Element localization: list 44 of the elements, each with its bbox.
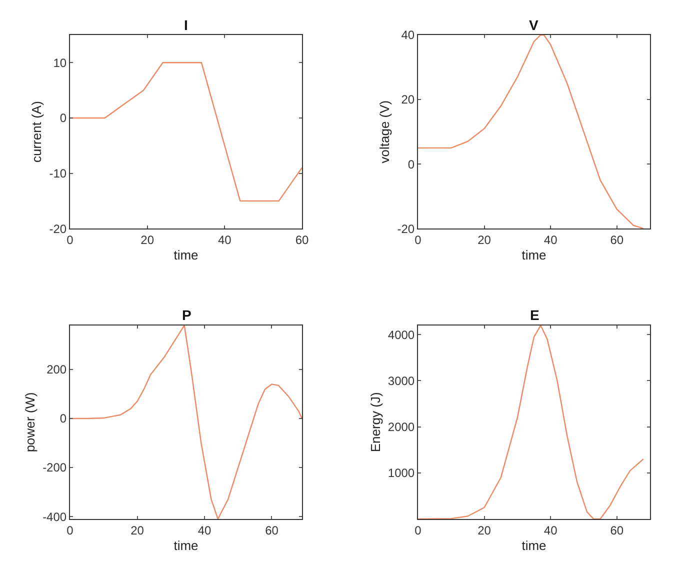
line-series (418, 35, 644, 229)
y-tick-label: -400 (42, 510, 67, 524)
y-tick-label: -20 (49, 222, 67, 236)
x-axis-title: time (174, 538, 198, 553)
y-tick-label: -200 (42, 460, 67, 475)
chart-title: I (184, 17, 188, 33)
x-tick-label: 40 (544, 523, 558, 538)
x-tick-label: 60 (610, 233, 624, 247)
x-tick-label: 20 (478, 233, 492, 247)
x-tick-label: 40 (198, 523, 212, 538)
x-tick-label: 60 (610, 523, 624, 538)
chart-title: E (530, 307, 540, 323)
line-series (70, 325, 302, 519)
y-tick-label: 1000 (388, 466, 415, 480)
x-axis-title: time (522, 248, 546, 263)
y-tick-label: 0 (60, 111, 67, 126)
y-tick-label: 10 (53, 56, 67, 70)
x-axis-title: time (522, 538, 546, 553)
line-series (70, 62, 302, 202)
y-axis-title: current (A) (29, 101, 44, 163)
y-tick-label: 4000 (388, 328, 415, 342)
x-tick-label: 60 (295, 233, 309, 247)
y-tick-label: 3000 (388, 374, 415, 388)
x-axis-title: time (174, 248, 198, 263)
chart-title: P (182, 307, 192, 323)
line-series (418, 325, 644, 519)
x-tick-label: 20 (140, 233, 154, 247)
x-tick-label: 40 (218, 233, 232, 247)
y-axis-title: Energy (J) (368, 392, 383, 452)
x-tick-label: 60 (265, 523, 279, 538)
y-axis-title: power (W) (22, 392, 38, 452)
y-tick-label: 40 (401, 28, 415, 42)
y-tick-label: 20 (401, 92, 415, 107)
x-tick-label: 20 (130, 523, 144, 538)
y-tick-label: 0 (60, 412, 67, 426)
y-tick-label: -20 (397, 222, 415, 236)
x-tick-label: 20 (478, 523, 492, 538)
y-tick-label: 200 (46, 362, 67, 377)
y-tick-label: 2000 (388, 420, 415, 434)
x-tick-label: 40 (544, 233, 558, 247)
y-tick-label: 0 (408, 157, 415, 172)
y-tick-label: -10 (49, 166, 67, 180)
chart-title: V (529, 17, 539, 33)
y-axis-title: voltage (V) (377, 100, 392, 164)
